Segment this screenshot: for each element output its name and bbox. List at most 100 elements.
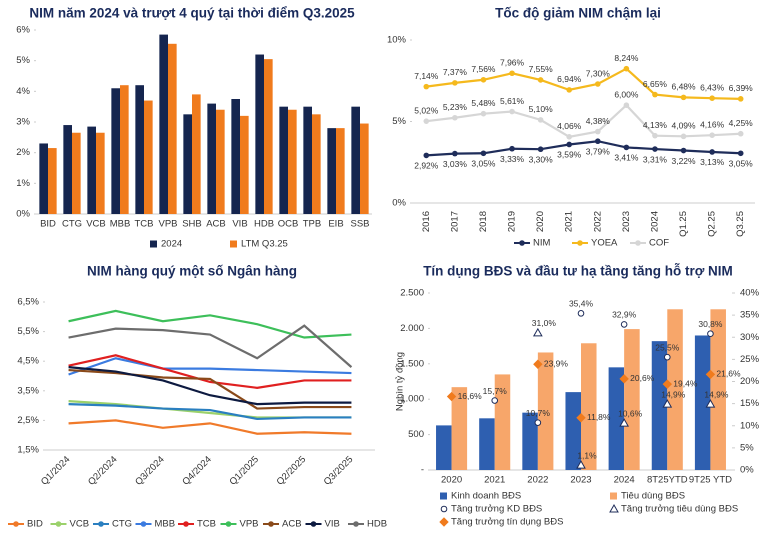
x-tick-label: Q2/2024 (86, 454, 120, 488)
data-label: 10,7% (526, 408, 551, 418)
x-tick-label: 2023 (621, 211, 632, 232)
marker (423, 83, 430, 90)
data-label: 3,59% (557, 150, 582, 160)
data-label: 10,6% (618, 408, 643, 418)
marker (609, 503, 619, 513)
marker (452, 114, 458, 121)
data-label: 32,9% (612, 310, 637, 320)
x-tick-label: Q3/2024 (133, 454, 167, 488)
marker (439, 517, 449, 527)
legend-label: Tăng trưởng tín dụng BĐS (451, 517, 563, 528)
chart-panel: NIM năm 2024 và trượt 4 quý tại thời điể… (16, 6, 372, 250)
y2-tick-label: 10% (740, 420, 760, 431)
bar (624, 329, 640, 470)
y2-tick-label: 15% (740, 398, 760, 409)
data-label: 6,00% (614, 89, 639, 99)
marker (440, 505, 448, 513)
data-label: 21,6% (716, 369, 741, 379)
y-tick-label: 1.000 (400, 394, 424, 405)
y-tick-label: 2.500 (400, 288, 424, 299)
data-label: 3,13% (700, 157, 725, 167)
chart-title: NIM năm 2024 và trượt 4 quý tại thời điể… (29, 6, 355, 21)
data-label: 6,65% (643, 79, 668, 89)
x-tick-label: 2024 (614, 475, 635, 486)
y2-tick-label: 40% (740, 288, 760, 299)
x-tick-label: TCB (135, 219, 154, 230)
marker (737, 130, 744, 137)
data-label: 6,48% (671, 82, 696, 92)
x-tick-label: VIB (232, 219, 247, 230)
marker (480, 76, 487, 83)
legend-label: LTM Q3.25 (241, 239, 288, 250)
y2-tick-label: 20% (740, 376, 760, 387)
marker (452, 150, 458, 157)
bar (168, 43, 177, 214)
line-series (426, 103, 741, 138)
marker (594, 128, 601, 135)
marker (509, 108, 515, 115)
line-series (68, 324, 353, 368)
marker (98, 521, 104, 527)
x-tick-label: TPB (303, 219, 321, 230)
y-tick-label: 1.500 (400, 358, 424, 369)
data-label: 6,43% (700, 82, 725, 92)
data-label: 6,94% (557, 74, 582, 84)
line-series (68, 357, 352, 376)
data-label: 20,6% (630, 373, 655, 383)
marker (537, 77, 544, 83)
line-series (68, 403, 352, 421)
marker (576, 413, 586, 423)
y-tick-label: 0% (392, 198, 406, 209)
x-tick-label: SSB (350, 219, 369, 230)
bar (135, 85, 144, 214)
legend-label: TCB (197, 519, 216, 530)
bar (207, 103, 216, 214)
data-label: 3,79% (586, 146, 611, 156)
marker (225, 521, 232, 527)
y-tick-label: 3% (16, 117, 30, 128)
x-tick-label: 2016 (421, 211, 432, 232)
marker (537, 146, 544, 153)
bar (63, 125, 72, 214)
data-label: 3,31% (643, 154, 668, 164)
data-label: 5,10% (529, 104, 554, 114)
bar (264, 59, 273, 215)
data-label: 23,9% (544, 358, 569, 368)
marker (623, 144, 630, 151)
legend-label: Tăng trưởng tiêu dùng BĐS (621, 504, 738, 515)
marker (13, 521, 19, 527)
bar (608, 367, 625, 470)
marker (662, 379, 672, 389)
data-label: 30,8% (698, 319, 723, 329)
marker (566, 87, 573, 93)
data-label: 4,16% (700, 119, 725, 129)
bar (303, 106, 312, 214)
line-series (68, 309, 352, 339)
marker (566, 141, 573, 148)
data-label: 7,30% (586, 68, 611, 78)
marker (310, 521, 317, 527)
data-label: 31,0% (532, 318, 557, 328)
bar (144, 100, 153, 214)
x-tick-label: 2022 (592, 211, 603, 232)
y-tick-label: 5% (392, 116, 406, 127)
marker (423, 118, 430, 124)
x-tick-label: HDB (254, 219, 274, 230)
data-label: 4,13% (643, 120, 668, 130)
y-tick-label: 2% (16, 147, 30, 158)
x-tick-label: MBB (110, 219, 131, 230)
y-tick-label: 3,5% (17, 385, 39, 396)
bar (48, 148, 57, 214)
marker (707, 330, 714, 338)
data-label: 2,92% (414, 161, 439, 171)
y-tick-label: 6% (16, 25, 30, 36)
legend-label: NIM (533, 238, 551, 249)
x-tick-label: 2022 (527, 475, 548, 486)
y2-tick-label: 35% (740, 310, 760, 321)
x-tick-label: Q4/2024 (180, 454, 214, 488)
legend-label: VIB (325, 519, 340, 530)
bar (87, 126, 96, 214)
y-tick-label: 2,5% (17, 415, 39, 426)
marker (183, 521, 189, 527)
bar (159, 34, 168, 214)
